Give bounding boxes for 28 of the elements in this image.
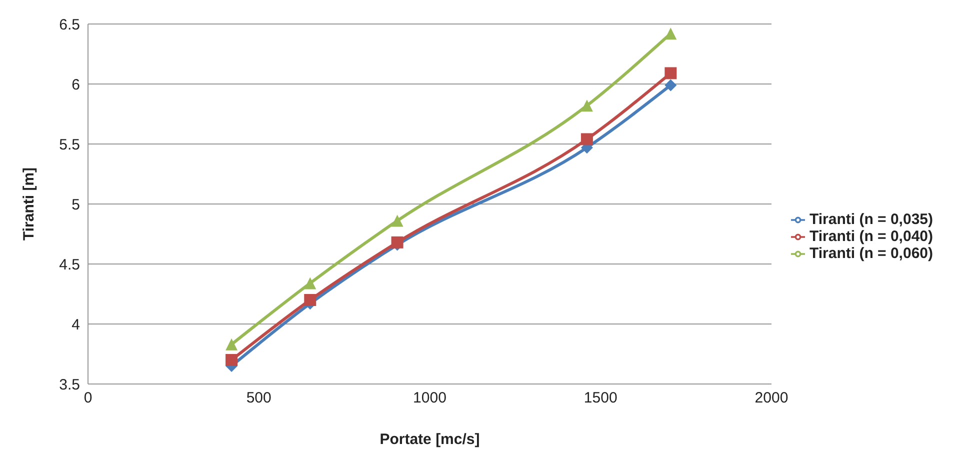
legend-label: Tiranti (n = 0,060) — [809, 244, 933, 262]
y-tick-label: 5.5 — [59, 136, 80, 154]
legend-label: Tiranti (n = 0,040) — [809, 228, 933, 244]
y-tick-label: 3.5 — [59, 376, 80, 394]
x-tick-label: 0 — [84, 390, 92, 407]
point — [304, 277, 316, 290]
y-tick-label: 4 — [72, 316, 80, 334]
y-tick-label: 4.5 — [59, 256, 80, 274]
point — [580, 133, 593, 146]
y-tick-label: 6.5 — [59, 16, 80, 34]
x-axis-title: Portate [mc/s] — [380, 431, 480, 448]
y-tick-label: 5 — [72, 196, 80, 214]
point — [580, 100, 593, 112]
y-axis-title: Tiranti [m] — [20, 167, 38, 241]
point — [664, 67, 677, 80]
x-tick-label: 1500 — [584, 390, 618, 407]
x-tick-label: 500 — [246, 390, 272, 407]
point — [391, 214, 404, 227]
point — [664, 28, 677, 40]
point — [391, 236, 404, 248]
point — [304, 294, 316, 306]
point — [664, 79, 677, 92]
point — [226, 338, 238, 350]
point — [226, 354, 238, 366]
y-tick-label: 6 — [72, 76, 80, 94]
x-tick-label: 1000 — [413, 390, 446, 407]
legend-label: Tiranti (n = 0,035) — [809, 210, 933, 228]
x-tick-label: 2000 — [754, 390, 788, 407]
